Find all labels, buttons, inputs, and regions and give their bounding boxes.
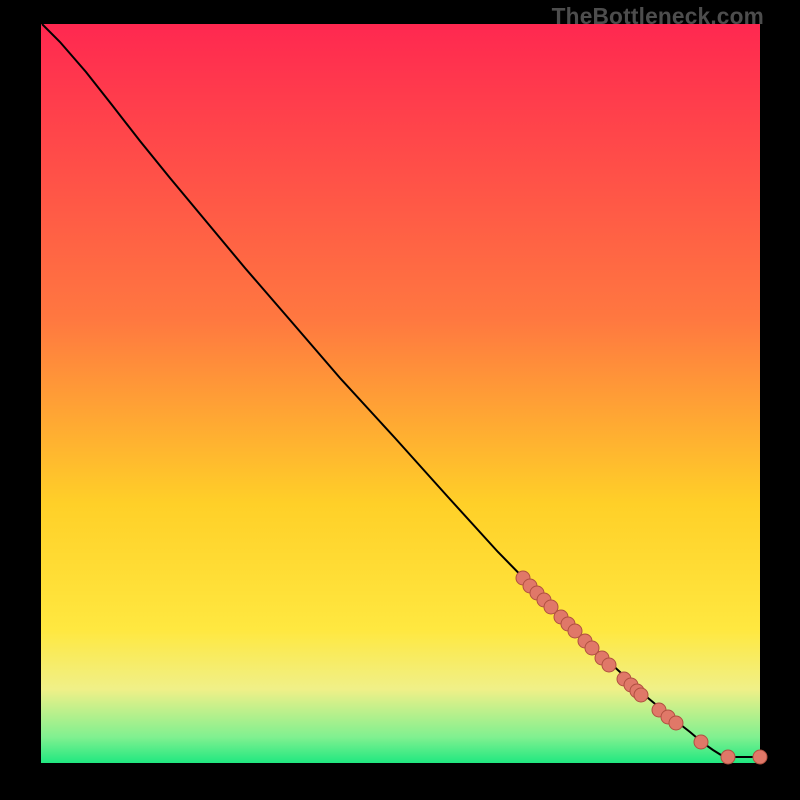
watermark-text: TheBottleneck.com (552, 3, 764, 30)
plot-area (41, 24, 760, 763)
